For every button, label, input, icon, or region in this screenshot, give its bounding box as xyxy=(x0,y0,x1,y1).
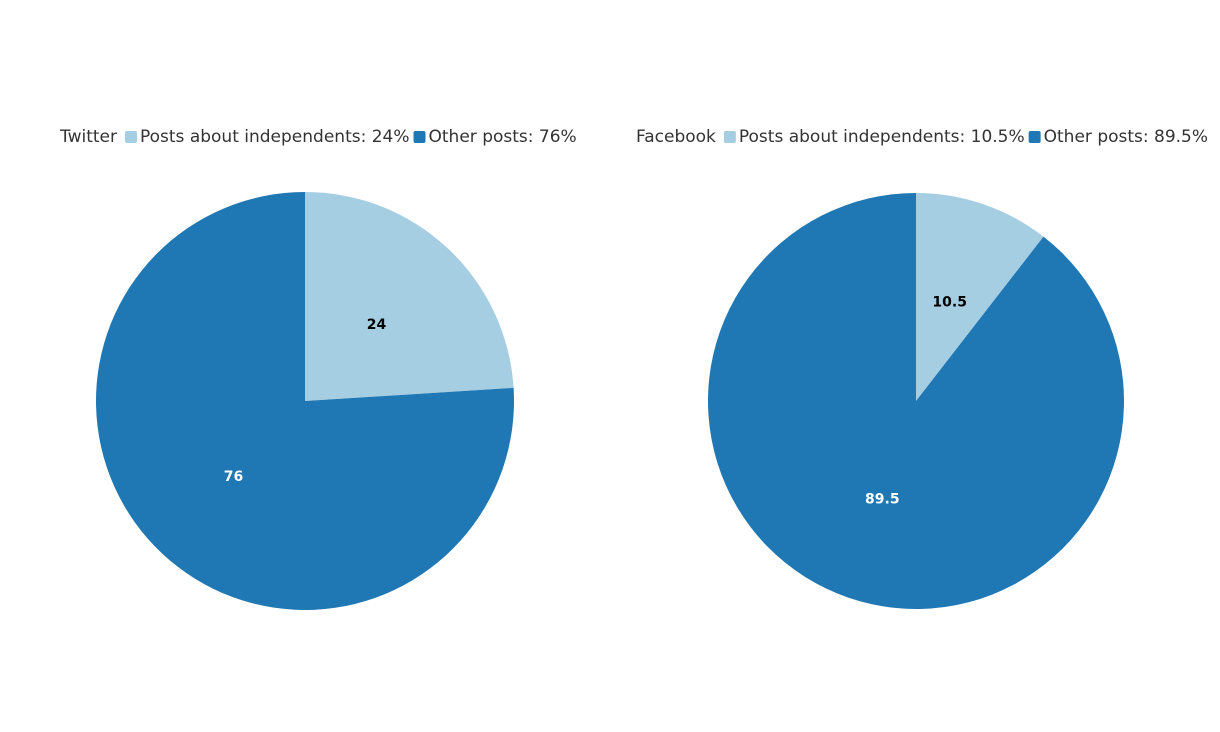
legend-swatch xyxy=(413,131,426,143)
data-label: 24 xyxy=(367,317,387,333)
legend-label: Other posts: 76% xyxy=(429,127,577,147)
pie-slice xyxy=(707,193,1124,609)
data-label: 10.5 xyxy=(932,295,967,311)
data-label: 76 xyxy=(224,469,243,485)
legend-swatch xyxy=(1028,131,1041,143)
chart-title: Facebook xyxy=(636,127,716,147)
chart-title: Twitter xyxy=(59,127,117,147)
legend-swatch xyxy=(124,131,137,143)
legend-label: Other posts: 89.5% xyxy=(1044,127,1208,147)
legend-label: Posts about independents: 10.5% xyxy=(739,127,1025,147)
legend-label: Posts about independents: 24% xyxy=(140,127,410,147)
pie-slice xyxy=(305,192,514,401)
pie-slice xyxy=(95,192,515,611)
legend-swatch xyxy=(723,131,736,143)
pie-slice xyxy=(916,193,1044,401)
data-label: 89.5 xyxy=(865,491,900,507)
